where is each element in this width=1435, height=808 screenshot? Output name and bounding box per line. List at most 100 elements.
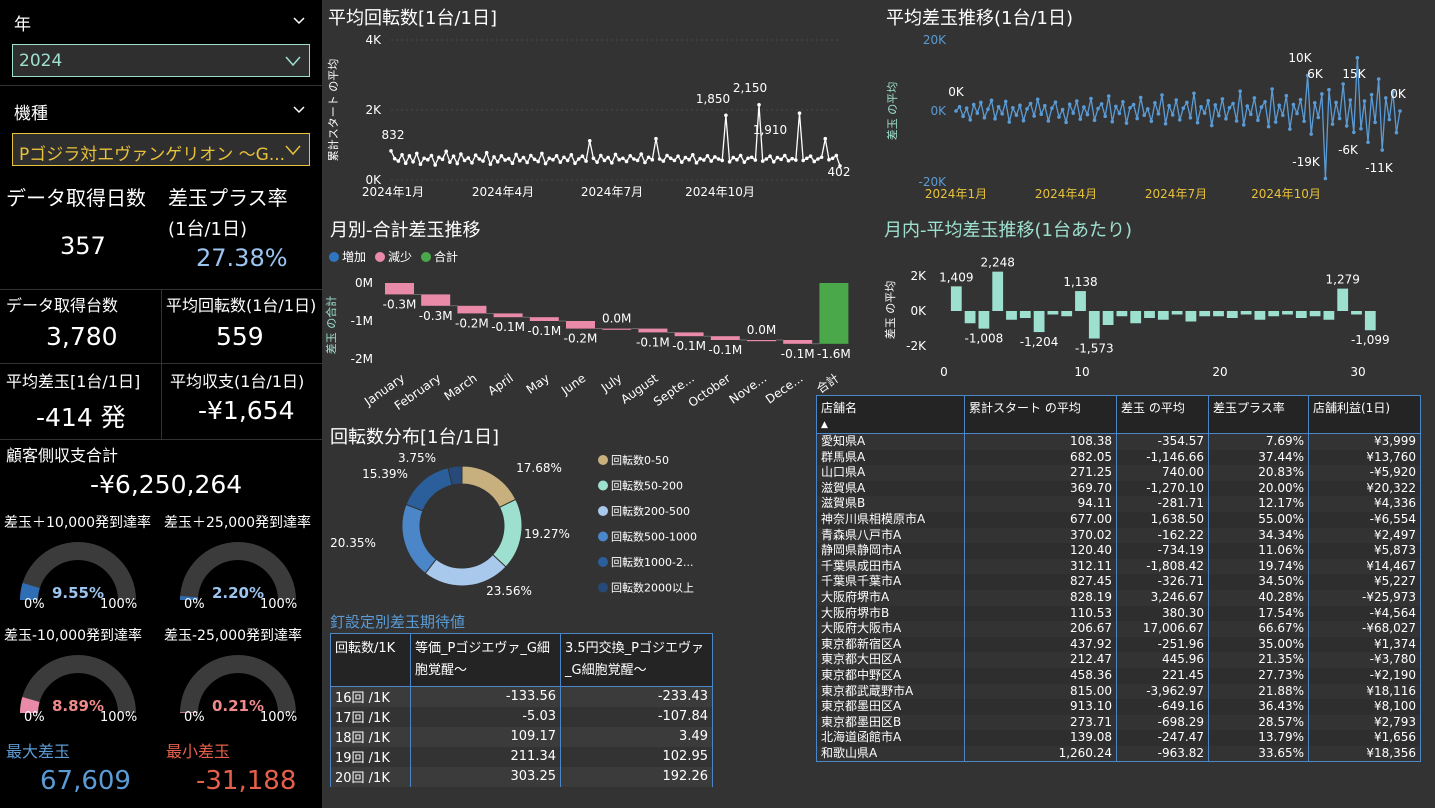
table-row[interactable]: 東京都大田区A 212.47 445.96 21.35% -¥3,780 bbox=[816, 652, 1421, 668]
data-point bbox=[1273, 120, 1278, 124]
table-row[interactable]: 東京都新宿区A 437.92 -251.96 35.00% ¥1,374 bbox=[816, 636, 1421, 653]
data-point bbox=[1053, 100, 1058, 104]
table-row[interactable]: 大阪府堺市B 110.53 380.30 17.54% -¥4,564 bbox=[816, 605, 1421, 622]
x-tick-label: 10 bbox=[1074, 365, 1089, 379]
table-row[interactable]: 東京都墨田区B 273.71 -698.29 28.57% ¥2,793 bbox=[816, 714, 1421, 731]
data-point bbox=[1238, 89, 1242, 93]
data-point bbox=[1312, 101, 1317, 105]
machine-dropdown[interactable]: Pゴジラ対エヴァンゲリオン ～G... bbox=[12, 133, 310, 166]
data-point bbox=[702, 158, 706, 162]
legend-marker bbox=[421, 252, 431, 262]
table-cell: 682.05 bbox=[964, 449, 1117, 466]
table-cell: 神奈川県相模原市A bbox=[816, 511, 965, 528]
table-row: 19回 /1K 211.34 102.95 bbox=[330, 746, 713, 767]
bar bbox=[1130, 311, 1142, 324]
data-point bbox=[1046, 119, 1051, 123]
table-cell: 13.79% bbox=[1208, 730, 1309, 746]
table-row[interactable]: 千葉県千葉市A 827.45 -326.71 34.50% ¥5,227 bbox=[816, 574, 1421, 590]
data-days-value: 357 bbox=[60, 232, 106, 260]
data-label: -1,008 bbox=[965, 332, 1004, 346]
data-point bbox=[1327, 87, 1331, 92]
data-units-value: 3,780 bbox=[46, 322, 118, 351]
data-point bbox=[1011, 106, 1015, 110]
store-header-plus-rate[interactable]: 差玉プラス率 bbox=[1208, 395, 1309, 434]
table-row[interactable]: 東京都武蔵野市A 815.00 -3,962.97 21.88% ¥18,116 bbox=[816, 683, 1421, 700]
data-point bbox=[580, 154, 585, 158]
table-row[interactable]: 山口県A 271.25 740.00 20.83% -¥5,920 bbox=[816, 465, 1421, 481]
table-cell: 913.10 bbox=[964, 699, 1117, 715]
table-row[interactable]: 大阪府大阪市A 206.67 17,006.67 66.67% -¥68,027 bbox=[816, 621, 1421, 637]
data-point bbox=[576, 157, 581, 161]
legend-marker bbox=[598, 582, 608, 593]
legend-label: 回転数0-50 bbox=[611, 454, 669, 467]
table-row[interactable]: 群馬県A 682.05 -1,146.66 37.44% ¥13,760 bbox=[816, 449, 1421, 466]
table-row[interactable]: 東京都中野区A 458.36 221.45 27.73% -¥2,190 bbox=[816, 667, 1421, 684]
chevron-down-icon[interactable] bbox=[292, 103, 306, 117]
spin-dist-chart: 17.68% 19.27% 23.56% 20.35% 15.39% 3.75% 回転数0-… bbox=[330, 451, 697, 598]
data-point bbox=[1348, 98, 1353, 102]
table-row[interactable]: 大阪府堺市A 828.19 3,246.67 40.28% -¥25,973 bbox=[816, 589, 1421, 606]
table-row[interactable]: 神奈川県相模原市A 677.00 1,638.50 55.00% -¥6,554 bbox=[816, 511, 1421, 528]
data-point bbox=[790, 156, 794, 161]
nail-header-35yen[interactable]: 3.5円交換_Pゴジエヴァ_G細胞覚醒～ bbox=[560, 633, 713, 687]
y-tick-label: 2K bbox=[365, 103, 382, 117]
table-cell: 28.57% bbox=[1208, 714, 1309, 731]
table-cell: 19回 /1K bbox=[330, 746, 411, 767]
nail-header-spins[interactable]: 回転数/1K bbox=[330, 633, 411, 687]
year-dropdown[interactable]: 2024 bbox=[12, 44, 310, 77]
table-cell: 18回 /1K bbox=[330, 726, 411, 747]
gauge-value: 0.21% bbox=[212, 697, 264, 715]
store-header-name[interactable]: 店舗名 ▲ bbox=[816, 395, 965, 434]
chevron-down-icon[interactable] bbox=[292, 14, 306, 28]
bar bbox=[1351, 311, 1362, 315]
store-header-profit[interactable]: 店舗利益(1日) bbox=[1308, 395, 1421, 434]
table-cell: ¥13,760 bbox=[1308, 449, 1421, 466]
bar bbox=[1047, 311, 1059, 315]
data-point bbox=[1298, 97, 1303, 102]
store-header-diff[interactable]: 差玉 の平均 bbox=[1116, 395, 1209, 434]
table-row[interactable]: 東京都墨田区A 913.10 -649.16 36.43% ¥8,100 bbox=[816, 699, 1421, 715]
data-point bbox=[757, 102, 761, 107]
table-cell: ¥5,873 bbox=[1308, 543, 1421, 559]
data-point bbox=[1121, 99, 1125, 104]
customer-total-value: -¥6,250,264 bbox=[90, 470, 243, 499]
y-tick-label: -2K bbox=[906, 339, 927, 353]
table-row[interactable]: 愛知県A 108.38 -354.57 7.69% ¥3,999 bbox=[816, 433, 1421, 450]
table-cell: 東京都新宿区A bbox=[816, 636, 965, 653]
table-cell: 静岡県静岡市A bbox=[816, 543, 965, 559]
data-point bbox=[624, 159, 629, 164]
y-tick-label: 0M bbox=[355, 276, 373, 290]
bar bbox=[1033, 311, 1045, 333]
data-point bbox=[1355, 55, 1360, 60]
table-row[interactable]: 北海道函館市A 139.08 -247.47 13.79% ¥1,656 bbox=[816, 730, 1421, 746]
x-tick-label: July bbox=[598, 371, 625, 395]
gauge-fill bbox=[180, 712, 199, 713]
nail-header-tousou[interactable]: 等価_Pゴジエヴァ_G細胞覚醒～ bbox=[410, 633, 561, 687]
customer-total-label: 顧客側収支合計 bbox=[6, 446, 119, 465]
table-cell: ¥8,100 bbox=[1308, 699, 1421, 715]
data-point bbox=[414, 151, 419, 156]
waterfall-bar bbox=[747, 340, 776, 342]
data-point bbox=[1305, 73, 1310, 78]
data-point bbox=[1014, 113, 1019, 118]
table-row[interactable]: 青森県八戸市A 370.02 -162.22 34.34% ¥2,497 bbox=[816, 527, 1421, 544]
table-cell: -1,808.42 bbox=[1116, 558, 1209, 575]
table-row[interactable]: 和歌山県A 1,260.24 -963.82 33.65% ¥18,356 bbox=[816, 745, 1421, 762]
data-point bbox=[971, 102, 976, 107]
data-point bbox=[735, 157, 739, 162]
data-point bbox=[986, 107, 990, 112]
data-point bbox=[610, 161, 614, 165]
table-row[interactable]: 千葉県成田市A 312.11 -1,808.42 19.74% ¥14,467 bbox=[816, 558, 1421, 575]
table-cell: 山口県A bbox=[816, 465, 965, 481]
data-point bbox=[1376, 77, 1381, 81]
data-point bbox=[418, 162, 423, 167]
data-point bbox=[540, 151, 544, 156]
table-cell: -251.96 bbox=[1116, 636, 1209, 653]
table-row[interactable]: 滋賀県B 94.11 -281.71 12.17% ¥4,336 bbox=[816, 496, 1421, 512]
data-point bbox=[595, 160, 599, 164]
store-header-spins[interactable]: 累計スタート の平均 bbox=[964, 395, 1117, 434]
data-point bbox=[499, 154, 504, 158]
table-row[interactable]: 静岡県静岡市A 120.40 -734.19 11.06% ¥5,873 bbox=[816, 543, 1421, 559]
data-point bbox=[1128, 106, 1132, 110]
table-row[interactable]: 滋賀県A 369.70 -1,270.10 20.00% ¥20,322 bbox=[816, 480, 1421, 497]
